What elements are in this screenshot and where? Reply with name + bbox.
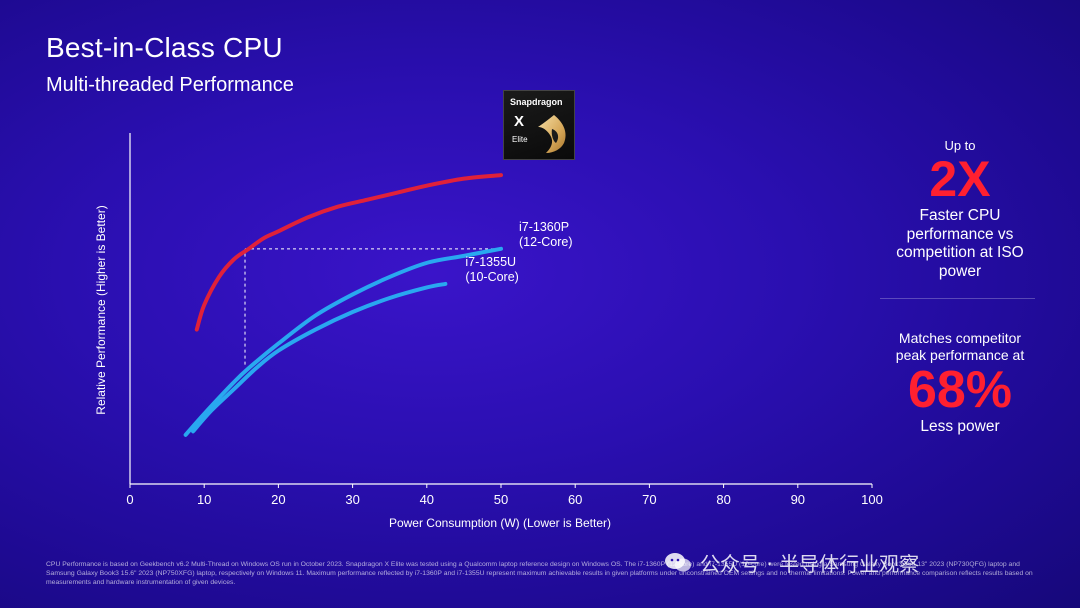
series-i7-1355u <box>191 281 448 434</box>
watermark-text: 公众号 · 半导体行业观察 <box>700 552 920 576</box>
multiplier-value: 2X <box>929 151 991 207</box>
footnote: CPU Performance is based on Geekbench v6… <box>46 561 1033 586</box>
x-tick-label: 0 <box>126 492 133 507</box>
x-tick-label: 20 <box>271 492 285 507</box>
less-power-label: Less power <box>920 418 1000 435</box>
faster-line: Faster CPU <box>919 207 1001 224</box>
snapdragon-logo-icon <box>538 115 566 153</box>
faster-description: Faster CPU performance vs competition at… <box>880 207 1040 281</box>
chart-series <box>183 173 503 437</box>
x-tick-labels: 0 10 20 30 40 50 60 70 80 90 100 <box>126 484 883 507</box>
badge-model-letter: X <box>514 113 525 130</box>
badge-model-name: Elite <box>512 135 528 144</box>
series-label: (12-Core) <box>519 235 573 249</box>
x-tick-label: 60 <box>568 492 582 507</box>
chart-axes <box>129 133 872 485</box>
series-i7-1360p <box>183 246 503 437</box>
page-title: Best-in-Class CPU <box>46 32 283 63</box>
x-tick-label: 80 <box>716 492 730 507</box>
matches-line: Matches competitor <box>898 330 1022 346</box>
upto-label: Up to <box>944 138 976 153</box>
faster-line: competition at ISO <box>896 244 1024 261</box>
page-subtitle: Multi-threaded Performance <box>46 74 294 96</box>
x-tick-label: 40 <box>420 492 434 507</box>
series-labels: i7-1360P(12-Core)i7-1355U(10-Core) <box>465 220 572 284</box>
x-axis-label: Power Consumption (W) (Lower is Better) <box>388 516 612 530</box>
x-tick-label: 10 <box>197 492 211 507</box>
percent-value: 68% <box>907 361 1013 419</box>
series-snapdragon-x-elite <box>194 173 503 332</box>
x-tick-label: 50 <box>494 492 508 507</box>
faster-line: power <box>938 262 982 280</box>
matches-line: peak performance at <box>895 347 1025 363</box>
series-label: (10-Core) <box>465 270 518 284</box>
series-label: i7-1355U <box>465 255 516 269</box>
x-tick-label: 70 <box>642 492 656 507</box>
watermark: 公众号 · 半导体行业观察 <box>664 548 919 577</box>
matches-description: Matches competitor peak performance at <box>880 330 1040 364</box>
snapdragon-x-elite-badge: Snapdragon X Elite <box>503 90 575 160</box>
side-divider <box>880 298 1035 299</box>
badge-brand: Snapdragon <box>510 97 563 107</box>
x-tick-label: 30 <box>345 492 359 507</box>
x-tick-label: 100 <box>861 492 883 507</box>
x-tick-label: 90 <box>791 492 805 507</box>
y-axis-label: Relative Performance (Higher is Better) <box>94 205 108 415</box>
iso-power-guides <box>244 248 501 365</box>
wechat-icon <box>664 552 692 574</box>
series-label: i7-1360P <box>519 220 569 234</box>
faster-line: performance vs <box>906 225 1014 243</box>
